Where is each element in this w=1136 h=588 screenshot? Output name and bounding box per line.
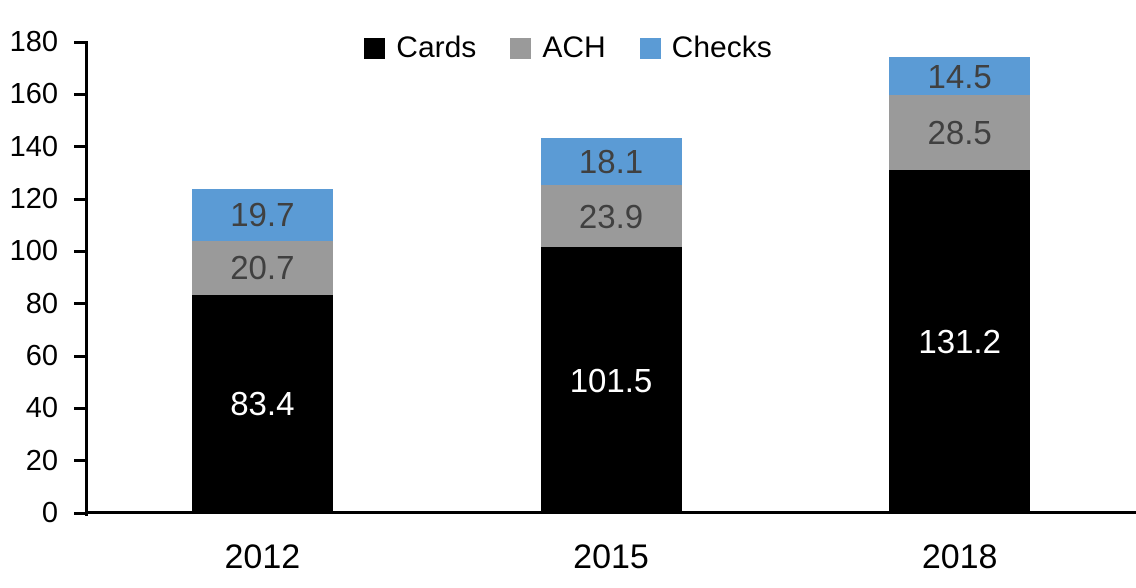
y-axis-tick-label: 20 <box>25 444 58 477</box>
y-axis-tick-label: 40 <box>25 392 58 425</box>
segment-value-label: 20.7 <box>230 249 295 287</box>
y-axis-tick-mark <box>74 197 88 201</box>
y-axis-tick-mark <box>74 354 88 358</box>
y-axis-tick-mark <box>74 40 88 44</box>
legend-item-checks: Checks <box>639 31 772 65</box>
y-axis-tick-mark <box>74 92 88 96</box>
bar-segment-ach-2018: 28.5 <box>889 95 1031 170</box>
legend-item-ach: ACH <box>510 31 606 65</box>
y-axis-tick-mark <box>74 459 88 463</box>
x-axis-label-2018: 2018 <box>921 538 998 576</box>
segment-value-label: 101.5 <box>569 361 653 399</box>
x-axis-line <box>85 511 1136 514</box>
y-axis-tick-label: 60 <box>25 340 58 372</box>
segment-value-label: 14.5 <box>927 57 992 95</box>
bar-segment-checks-2015: 18.1 <box>540 137 682 185</box>
bar-segment-ach-2015: 23.9 <box>540 184 682 248</box>
y-axis-line <box>85 42 88 516</box>
x-axis-label-2012: 2012 <box>224 538 301 576</box>
y-axis-tick-label: 100 <box>9 235 58 268</box>
y-axis-tick-label: 80 <box>25 287 58 320</box>
segment-value-label: 23.9 <box>578 197 644 235</box>
y-axis-tick-label: 120 <box>9 183 58 215</box>
x-axis-label-2015: 2015 <box>573 538 649 576</box>
segment-value-label: 18.1 <box>578 142 644 180</box>
y-axis-tick-mark <box>74 145 88 149</box>
bar-segment-cards-2015: 101.5 <box>540 247 682 513</box>
segment-value-label: 19.7 <box>230 196 295 234</box>
bar-segment-cards-2012: 83.4 <box>191 294 333 513</box>
legend-label-checks: Checks <box>671 31 772 64</box>
legend-swatch-ach-icon <box>510 37 532 59</box>
y-axis-tick-label: 180 <box>9 26 58 58</box>
y-axis-tick-mark <box>74 406 88 410</box>
y-axis-tick-label: 0 <box>41 497 58 529</box>
bar-segment-checks-2012: 19.7 <box>191 189 333 241</box>
y-axis-tick-label: 160 <box>9 78 58 111</box>
legend-item-cards: Cards <box>364 31 476 65</box>
segment-value-label: 131.2 <box>918 322 1001 360</box>
legend-swatch-checks-icon <box>639 37 661 59</box>
y-axis-tick-mark <box>74 302 88 306</box>
chart-legend: Cards ACH Checks <box>0 31 1136 65</box>
segment-value-label: 83.4 <box>230 385 295 423</box>
y-axis-tick-mark <box>74 511 88 515</box>
bar-segment-ach-2012: 20.7 <box>191 240 333 295</box>
legend-label-cards: Cards <box>396 31 477 64</box>
legend-label-ach: ACH <box>542 31 606 64</box>
segment-value-label: 28.5 <box>927 113 992 151</box>
bar-segment-cards-2018: 131.2 <box>889 169 1031 513</box>
y-axis-tick-label: 140 <box>9 130 58 163</box>
legend-swatch-cards-icon <box>364 37 386 59</box>
bar-segment-checks-2018: 14.5 <box>889 57 1031 96</box>
y-axis-tick-mark <box>74 249 88 253</box>
